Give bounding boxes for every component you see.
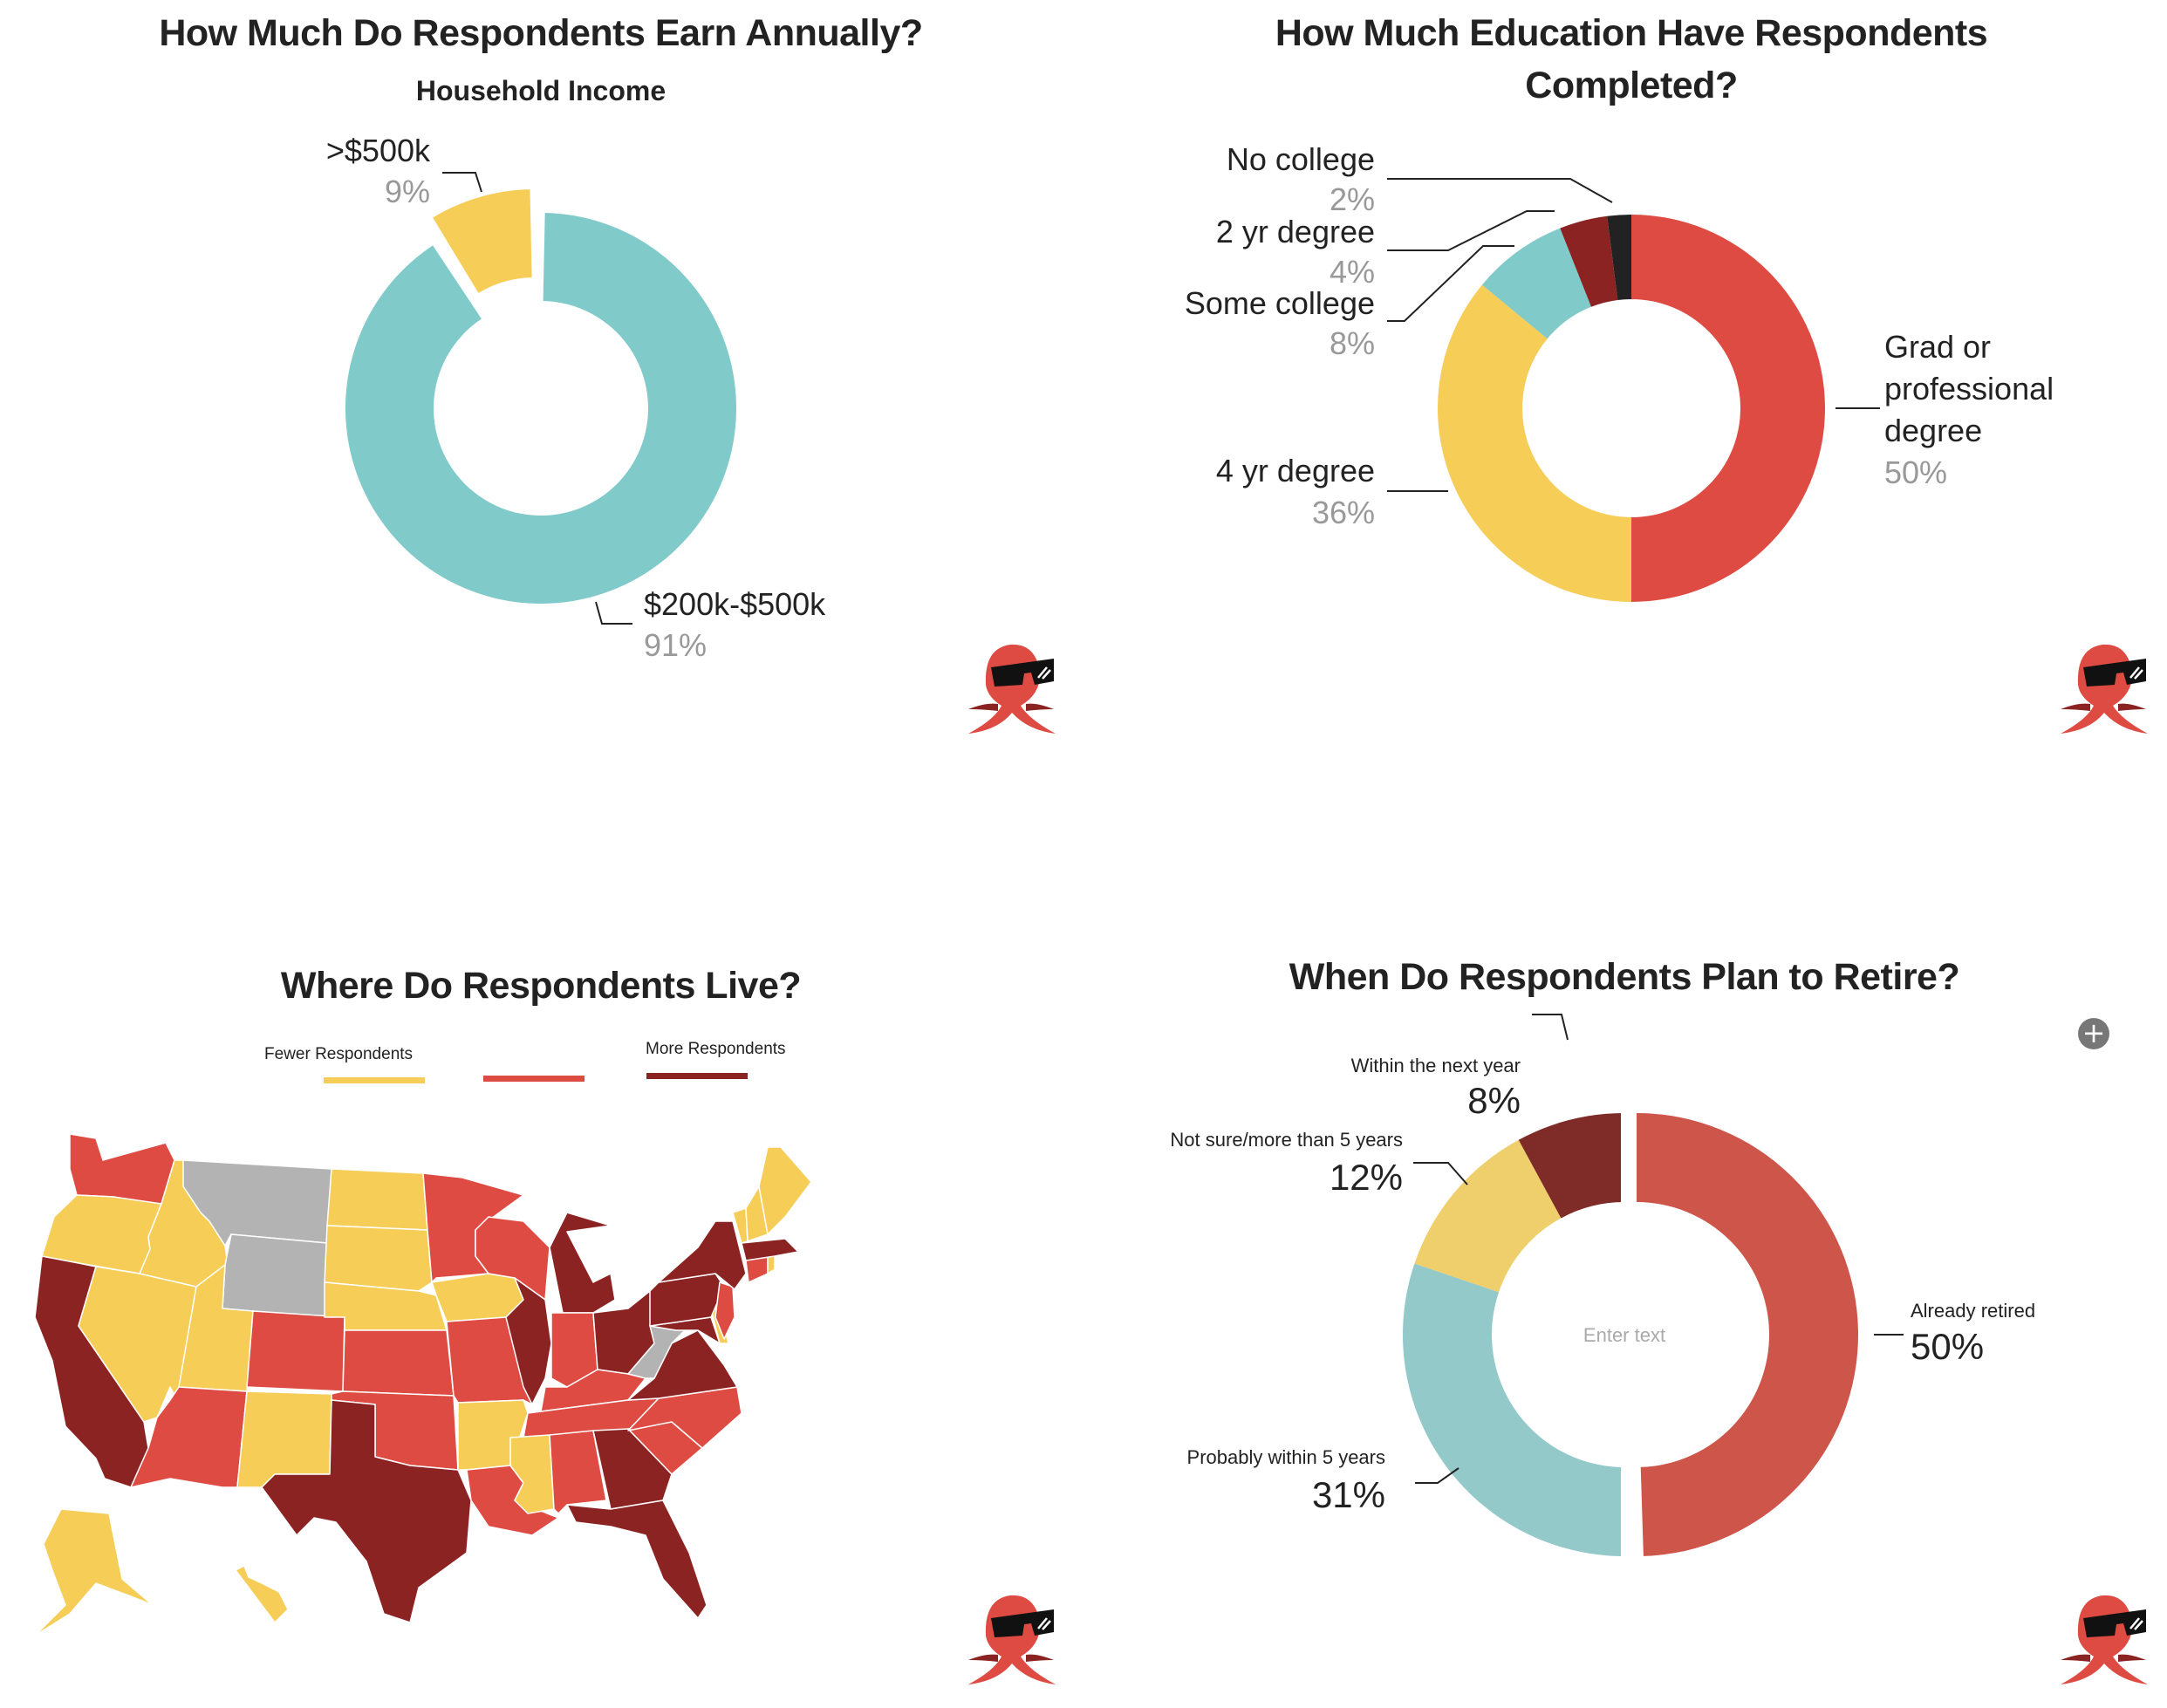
slice-label-500k: >$500k [326,133,431,168]
slice-value-4-yr-degree: 36% [1312,495,1375,530]
tentacle [968,1654,998,1662]
tentacle [2118,1654,2146,1662]
education-chart-title-line1: How Much Education Have Respondents [1275,12,1988,54]
octopus-mascot-logo-icon [2061,1595,2148,1684]
retire-chart-title: When Do Respondents Plan to Retire? [1289,956,1960,998]
donut-slice-4-yr-degree [1438,284,1631,602]
leader-line [595,601,632,625]
income-chart-subtitle: Household Income [415,75,667,106]
tentacle [968,703,998,711]
slice-label-some-college: Some college [1185,285,1375,321]
legend-swatch-fewer [324,1077,425,1083]
sunglasses [991,659,1054,687]
glare [1037,1617,1048,1629]
tentacle [1026,1654,1054,1662]
slice-label-2-yr-degree: 2 yr degree [1216,214,1375,249]
donut-slice-within-the-next-year [1518,1113,1624,1219]
income-chart-title: How Much Do Respondents Earn Annually? [159,12,923,54]
donut-slice-some-college [1481,228,1591,339]
slice-value-500k: 9% [385,174,430,209]
sunglasses [2083,659,2146,687]
slice-value-2-yr-degree: 4% [1330,254,1375,290]
slice-label-grad-line: degree [1884,413,1982,448]
tentacle [2061,703,2090,711]
slice-label-not-sure-more-than-5-years: Not sure/more than 5 years [1170,1129,1403,1151]
glare [2134,669,2143,680]
slice-value-probably-within-5-years: 31% [1312,1474,1385,1515]
tentacle [2061,1654,2090,1662]
glare [1042,1620,1051,1630]
slice-value-already-retired: 50% [1911,1326,1984,1367]
slice-label-4-yr-degree: 4 yr degree [1216,453,1375,488]
slice-value-some-college: 8% [1330,325,1375,361]
state-il[interactable] [505,1277,552,1405]
add-button[interactable]: + [2078,1018,2109,1049]
sunglasses [2083,1609,2146,1637]
sunglasses [991,1609,1054,1637]
leader-line [1413,1162,1468,1185]
donut-slice-200k-500k [345,213,736,604]
slice-label-probably-within-5-years: Probably within 5 years [1187,1446,1385,1468]
leader-line [1387,210,1555,251]
leader-line [1532,1014,1569,1041]
slice-label-grad-line: Grad or [1884,329,1991,365]
donut-slice-500k [433,189,532,293]
slice-value-no-college: 2% [1330,181,1375,217]
education-chart-title-line2: Completed? [1525,65,1738,106]
state-tx[interactable] [261,1399,472,1623]
donut-slice-not-sure-more-than-5-years [1414,1139,1562,1293]
donut-slice-2-yr-degree [1560,215,1618,307]
octopus-mascot-logo-icon [968,1595,1056,1684]
legend-low-label: Fewer Respondents [264,1045,414,1063]
slice-label-no-college: No college [1227,141,1375,177]
octopus-mascot-logo-icon [2061,644,2148,734]
slice-label-already-retired: Already retired [1911,1300,2035,1322]
state-sd[interactable] [324,1225,433,1292]
state-me[interactable] [758,1146,812,1235]
state-ga[interactable] [592,1428,673,1510]
state-ny[interactable] [658,1220,747,1290]
leader-line [442,172,482,193]
glare [1042,669,1051,680]
legend-swatch-middle [483,1076,584,1082]
glare [2129,1617,2140,1629]
octopus-body [2061,644,2148,734]
legend-high-label: More Respondents [646,1040,786,1058]
leader-line [1387,245,1514,322]
slice-value-within-the-next-year: 8% [1467,1080,1521,1121]
octopus-body [2061,1595,2148,1684]
slice-value-grad-or-professional-degree: 50% [1884,454,1947,490]
glare [2129,666,2140,679]
octopus-mascot-logo-icon [968,644,1056,734]
tentacle [1026,703,1054,711]
slice-value-200k-500k: 91% [644,627,707,663]
slice-label-grad-line: professional [1884,371,2054,407]
glare [1037,666,1048,679]
slice-label-200k-500k: $200k-$500k [644,586,826,622]
slice-value-not-sure-more-than-5-years: 12% [1330,1157,1403,1198]
state-ma[interactable] [741,1238,799,1261]
slice-gap [1623,1111,1626,1558]
leader-line [1415,1467,1459,1484]
map-title: Where Do Respondents Live? [280,965,802,1007]
donut-slice-no-college [1607,215,1631,300]
state-ak[interactable] [34,1508,154,1636]
donut-slice-probably-within-5-years [1403,1263,1631,1556]
octopus-body [968,644,1056,734]
tentacle [2118,703,2146,711]
leader-line [1387,178,1613,203]
center-text-input[interactable]: Enter text [1583,1324,1665,1346]
donut-slice-grad-or-professional-degree [1631,215,1825,602]
legend-swatch-more [646,1073,748,1079]
donut-slice-already-retired [1637,1113,1858,1556]
state-hi[interactable] [235,1565,289,1623]
glare [2134,1620,2143,1630]
slice-label-within-the-next-year: Within the next year [1351,1055,1521,1076]
state-fl[interactable] [566,1500,708,1619]
octopus-body [968,1595,1056,1684]
